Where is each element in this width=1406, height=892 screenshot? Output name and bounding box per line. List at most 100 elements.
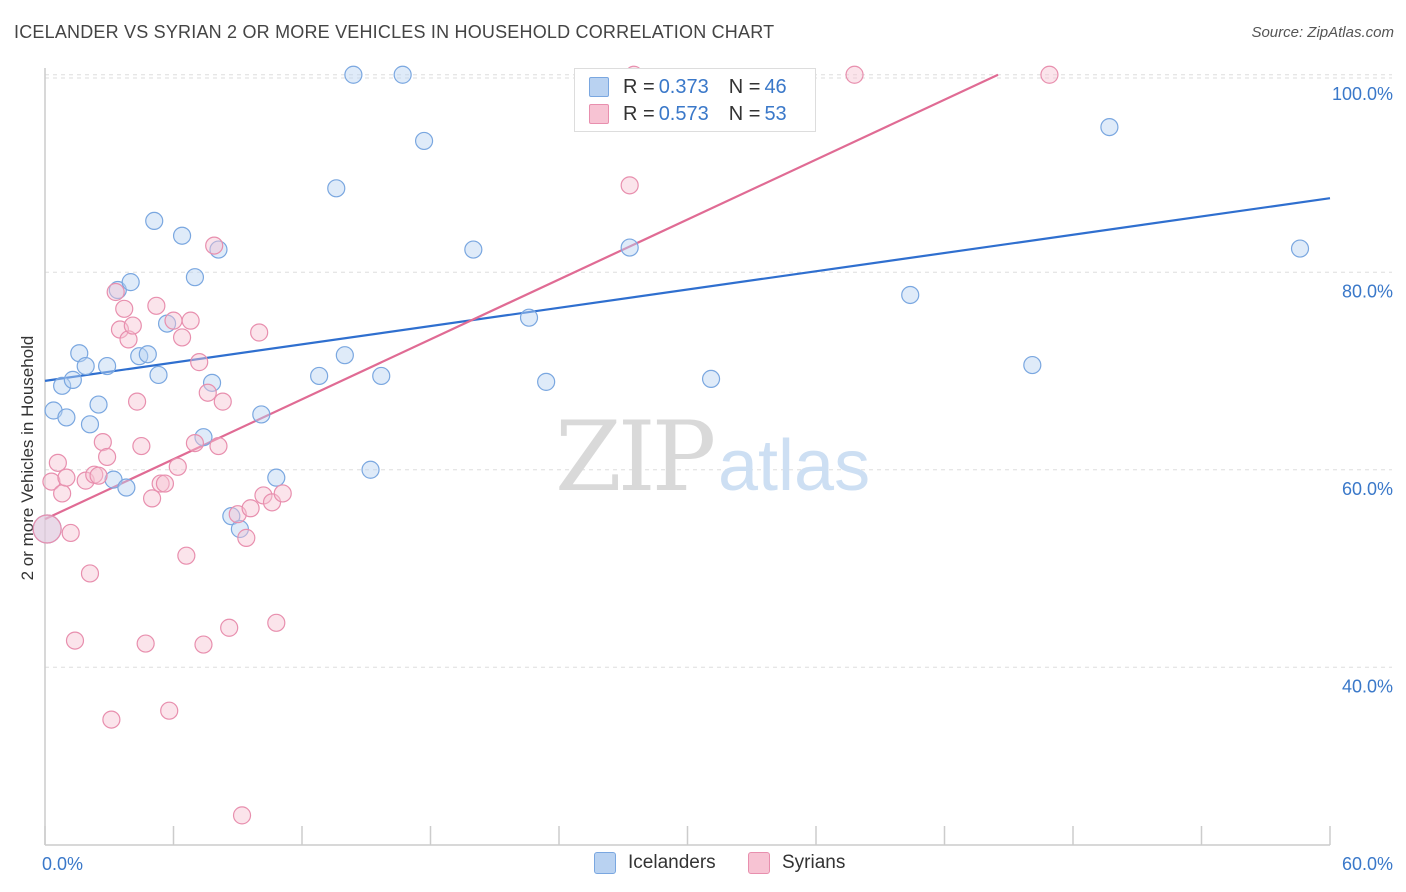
- point-icelanders: [202, 373, 222, 392]
- point-syrians: [32, 514, 62, 544]
- point-syrians: [53, 484, 72, 503]
- point-syrians: [42, 472, 61, 491]
- chart-title: ICELANDER VS SYRIAN 2 OR MORE VEHICLES I…: [14, 22, 775, 42]
- n-label: N =: [728, 102, 761, 125]
- legend-label-syrians: Syrians: [782, 852, 846, 873]
- point-syrians: [177, 546, 196, 565]
- point-syrians: [190, 353, 209, 372]
- point-icelanders: [464, 240, 483, 259]
- point-syrians: [106, 282, 125, 302]
- point-icelanders: [89, 395, 108, 414]
- point-syrians: [136, 634, 155, 653]
- point-syrians: [205, 236, 224, 255]
- source-label: Source: ZipAtlas.com: [1251, 24, 1394, 41]
- n-label: N =: [728, 75, 761, 98]
- point-syrians: [241, 499, 260, 518]
- point-syrians: [160, 701, 179, 720]
- n-value: 46: [764, 75, 787, 98]
- point-icelanders: [267, 468, 286, 487]
- point-icelanders: [149, 365, 168, 385]
- legend-label-icelanders: Icelanders: [628, 852, 716, 873]
- y-tick-label: 40.0%: [1342, 676, 1393, 696]
- point-syrians: [98, 447, 117, 467]
- point-syrians: [168, 457, 187, 476]
- point-icelanders: [185, 268, 205, 287]
- point-syrians: [102, 710, 121, 729]
- point-icelanders: [335, 346, 354, 365]
- icelanders-legend-swatch: [594, 852, 616, 874]
- point-syrians: [1040, 65, 1059, 84]
- point-syrians: [119, 330, 138, 349]
- point-icelanders: [53, 376, 72, 395]
- point-icelanders: [138, 345, 157, 364]
- watermark: ZIP atlas: [555, 401, 870, 513]
- point-icelanders: [252, 405, 271, 424]
- point-syrians: [142, 489, 162, 508]
- syrians-legend-swatch: [748, 852, 770, 874]
- point-icelanders: [310, 366, 329, 386]
- point-syrians: [181, 311, 200, 330]
- watermark-zip: ZIP: [555, 401, 714, 513]
- point-icelanders: [76, 356, 95, 376]
- point-syrians: [132, 436, 151, 456]
- trend-line-icelanders: [44, 197, 1331, 382]
- legend-item-icelanders[interactable]: Icelanders: [594, 852, 716, 874]
- point-syrians: [250, 323, 269, 342]
- point-icelanders: [80, 415, 100, 434]
- point-syrians: [164, 311, 183, 330]
- point-icelanders: [701, 369, 721, 388]
- syrians-swatch: [589, 104, 609, 124]
- point-syrians: [61, 523, 80, 543]
- point-icelanders: [63, 370, 82, 389]
- point-syrians: [213, 392, 232, 411]
- point-syrians: [172, 328, 192, 347]
- point-icelanders: [393, 65, 412, 84]
- point-icelanders: [361, 460, 380, 479]
- point-syrians: [89, 466, 108, 485]
- point-syrians: [65, 631, 85, 650]
- legend-item-syrians[interactable]: Syrians: [748, 852, 845, 874]
- point-syrians: [209, 436, 228, 456]
- point-icelanders: [230, 519, 249, 539]
- r-label: R =: [623, 102, 655, 125]
- axes: [44, 68, 1331, 846]
- point-icelanders: [1100, 117, 1119, 137]
- stats-legend: R = 0.373 N = 46 R = 0.573 N = 53: [574, 68, 816, 132]
- point-syrians: [155, 474, 175, 493]
- x-tick-label: 0.0%: [42, 854, 83, 874]
- y-tick-label: 60.0%: [1342, 479, 1393, 499]
- point-syrians: [194, 635, 213, 654]
- point-icelanders: [620, 238, 639, 257]
- point-icelanders: [327, 179, 346, 198]
- point-syrians: [237, 528, 256, 547]
- point-icelanders: [1023, 355, 1042, 375]
- point-syrians: [123, 316, 142, 335]
- point-icelanders: [121, 273, 140, 292]
- point-icelanders: [344, 65, 363, 84]
- icelanders-swatch: [589, 77, 609, 97]
- point-syrians: [232, 806, 252, 825]
- point-syrians: [273, 484, 292, 503]
- point-syrians: [80, 564, 100, 583]
- point-icelanders: [519, 308, 539, 327]
- r-value: 0.573: [658, 102, 709, 125]
- point-syrians: [198, 383, 217, 402]
- point-icelanders: [117, 478, 136, 497]
- r-label: R =: [623, 75, 655, 98]
- stats-row-syrians: R = 0.573 N = 53: [589, 102, 787, 126]
- point-icelanders: [414, 131, 434, 151]
- point-syrians: [57, 468, 76, 487]
- tick-labels: 40.0% 60.0% 80.0% 100.0% 0.0% 60.0%: [42, 84, 1393, 874]
- point-syrians: [185, 433, 205, 453]
- point-icelanders: [901, 285, 920, 305]
- n-value: 53: [764, 102, 787, 125]
- point-syrians: [845, 65, 864, 84]
- point-syrians: [127, 392, 147, 411]
- stats-row-icelanders: R = 0.373 N = 46: [589, 75, 787, 99]
- point-syrians: [93, 433, 112, 452]
- y-tick-label: 80.0%: [1342, 281, 1393, 301]
- y-tick-label: 100.0%: [1332, 84, 1393, 104]
- point-icelanders: [98, 356, 117, 376]
- point-icelanders: [172, 226, 192, 245]
